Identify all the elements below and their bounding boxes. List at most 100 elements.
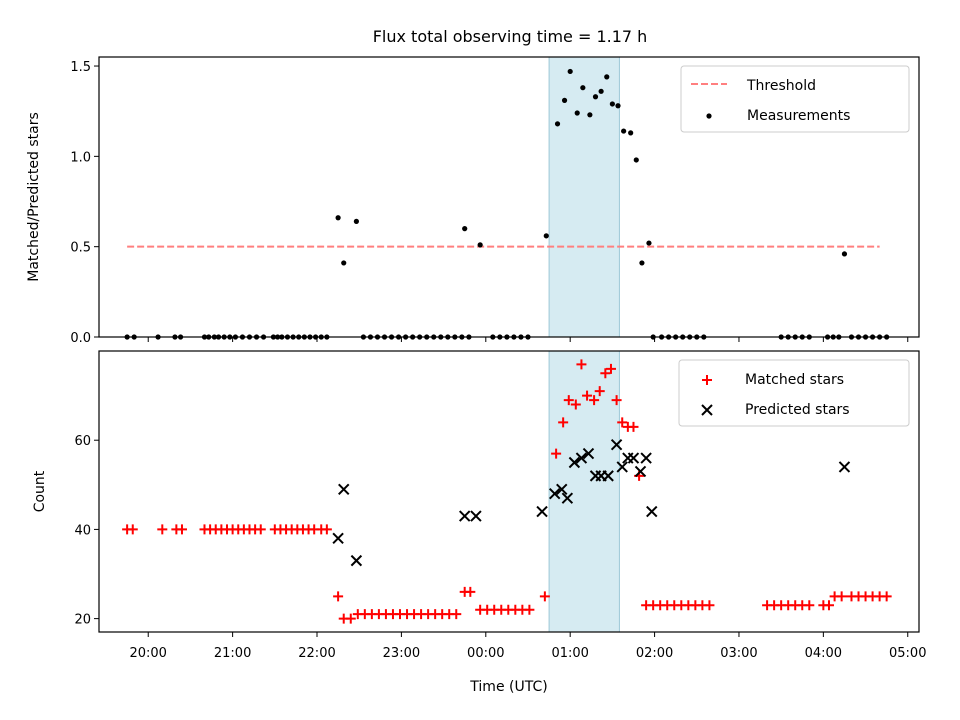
y-axis-label: Count <box>32 470 48 512</box>
matched-point <box>345 613 356 624</box>
matched-point <box>157 524 168 535</box>
predicted-point <box>332 532 344 545</box>
legend: Matched stars Predicted stars <box>678 359 910 427</box>
legend-entry-label: Matched stars <box>745 372 844 388</box>
predicted-point <box>556 483 568 495</box>
axes-frame <box>98 56 920 338</box>
x-tick-label: 04:00 <box>805 646 842 661</box>
predicted-point <box>470 510 482 522</box>
measurement-point <box>543 233 549 239</box>
measurement-point <box>609 101 615 107</box>
matched-point <box>321 524 332 535</box>
measurement-point <box>335 215 341 221</box>
matched-point <box>570 399 581 410</box>
measurement-point <box>646 240 652 246</box>
matched-point <box>836 591 847 602</box>
predicted-point <box>575 452 588 464</box>
top-panel: 0.0 0.5 1.0 1.5 Matched/Predicted stars Thres… <box>26 56 920 346</box>
legend-predicted-swatch <box>701 404 713 416</box>
x-tick-label: 22:00 <box>298 646 335 661</box>
x-tick-label: 02:00 <box>636 646 673 661</box>
predicted-point <box>610 438 623 451</box>
y-tick-label: 0.0 <box>70 331 91 346</box>
matched-point <box>558 417 569 428</box>
y-tick-label: 0.5 <box>70 241 91 256</box>
measurement-point <box>477 242 483 248</box>
measurement-point <box>587 112 593 118</box>
predicted-point <box>338 483 350 495</box>
legend-matched-swatch <box>702 375 712 385</box>
matched-point <box>539 591 550 602</box>
measurement-point <box>841 251 848 257</box>
matched-point <box>617 417 628 428</box>
predicted-point <box>616 461 628 473</box>
measurement-point <box>341 260 347 266</box>
measurement-point <box>580 85 586 91</box>
matched-point <box>611 395 622 406</box>
series-matched-stars <box>122 359 892 624</box>
measurement-point <box>598 88 604 94</box>
y-axis-label: Matched/Predicted stars <box>26 112 42 282</box>
matched-point <box>127 524 138 535</box>
measurement-point <box>639 260 645 266</box>
measurement-point <box>592 94 599 100</box>
matched-point <box>589 395 600 406</box>
matched-point <box>600 368 611 379</box>
predicted-point <box>549 488 561 500</box>
y-tick-label: 40 <box>74 523 91 538</box>
legend: Threshold Measurements <box>680 65 910 133</box>
y-tick-label: 20 <box>74 613 91 628</box>
matched-point <box>563 395 574 406</box>
legend-entry-label: Threshold <box>746 78 816 94</box>
measurement-point <box>462 226 468 232</box>
matched-point <box>524 604 535 615</box>
y-tick-label: 1.5 <box>70 60 91 75</box>
matched-point <box>582 390 593 401</box>
measurement-point <box>604 74 610 80</box>
x-axis-label: Time (UTC) <box>469 679 547 695</box>
x-tick-label: 21:00 <box>214 646 251 661</box>
predicted-point <box>640 452 652 464</box>
matched-point <box>605 363 616 374</box>
highlight-span <box>548 56 620 338</box>
measurement-point <box>561 97 568 103</box>
matched-point <box>551 448 562 459</box>
matched-point <box>465 586 476 597</box>
measurement-point <box>621 128 627 134</box>
predicted-point <box>627 452 640 464</box>
measurement-point <box>633 157 639 163</box>
measurement-point <box>554 121 561 127</box>
predicted-point <box>646 505 658 518</box>
x-tick-label: 01:00 <box>551 646 588 661</box>
legend-measurement-swatch <box>706 113 712 119</box>
predicted-point <box>350 554 363 567</box>
legend-box <box>678 359 910 427</box>
matched-point <box>823 600 834 611</box>
predicted-point <box>536 505 548 518</box>
predicted-point <box>634 465 647 478</box>
predicted-point <box>582 447 595 460</box>
x-tick-label: 00:00 <box>467 646 504 661</box>
matched-point <box>881 591 892 602</box>
matched-point <box>255 524 266 535</box>
matched-point <box>576 359 587 370</box>
legend-entry-label: Measurements <box>747 108 850 124</box>
x-tick-label: 20:00 <box>129 646 166 661</box>
measurement-point <box>615 103 621 109</box>
matched-point <box>628 421 639 432</box>
axes-frame <box>98 350 920 633</box>
predicted-point <box>602 470 614 482</box>
y-tick-label: 60 <box>74 434 91 449</box>
matched-point <box>594 386 605 397</box>
legend-entry-label: Predicted stars <box>745 402 850 418</box>
series-predicted-stars <box>332 438 851 567</box>
measurement-point <box>628 130 634 136</box>
matched-point <box>333 591 344 602</box>
predicted-point <box>561 492 574 504</box>
predicted-point <box>838 461 851 473</box>
chart-title: Flux total observing time = 1.17 h <box>373 27 648 46</box>
bottom-panel: 20 40 60 20:00 21:00 22:00 23:00 00:00 01:00 02:0… <box>32 350 926 695</box>
predicted-point <box>458 510 471 522</box>
legend-box <box>680 65 910 133</box>
